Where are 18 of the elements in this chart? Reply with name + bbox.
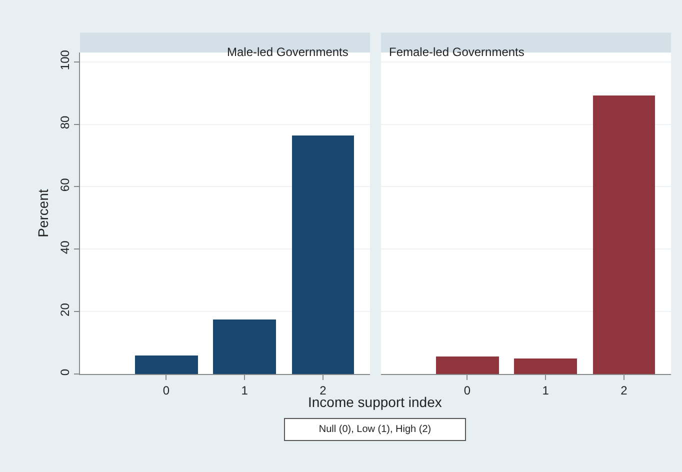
bar — [135, 355, 198, 374]
bar — [213, 319, 276, 374]
y-axis-title: Percent — [34, 189, 51, 238]
chart-title: Male-led Governments — [227, 45, 348, 59]
text: Null (0), Low (1), High (2) — [318, 424, 432, 435]
x-tick-label: 1 — [241, 383, 248, 398]
bar — [292, 135, 354, 374]
y-tick-label: 0 — [58, 368, 72, 376]
x-tick-label: 2 — [620, 383, 628, 398]
y-tick-label: 60 — [58, 178, 72, 192]
y-tick-label: 80 — [58, 115, 72, 130]
x-tick-label: 1 — [542, 383, 550, 398]
x-tick-label: 0 — [464, 383, 471, 398]
x-tick-label: 0 — [162, 383, 170, 398]
y-tick-label: 40 — [58, 240, 72, 254]
chart-title: Female-led Governments — [389, 45, 524, 59]
y-tick-label: 100 — [58, 50, 72, 70]
y-tick-label: 20 — [58, 302, 72, 316]
